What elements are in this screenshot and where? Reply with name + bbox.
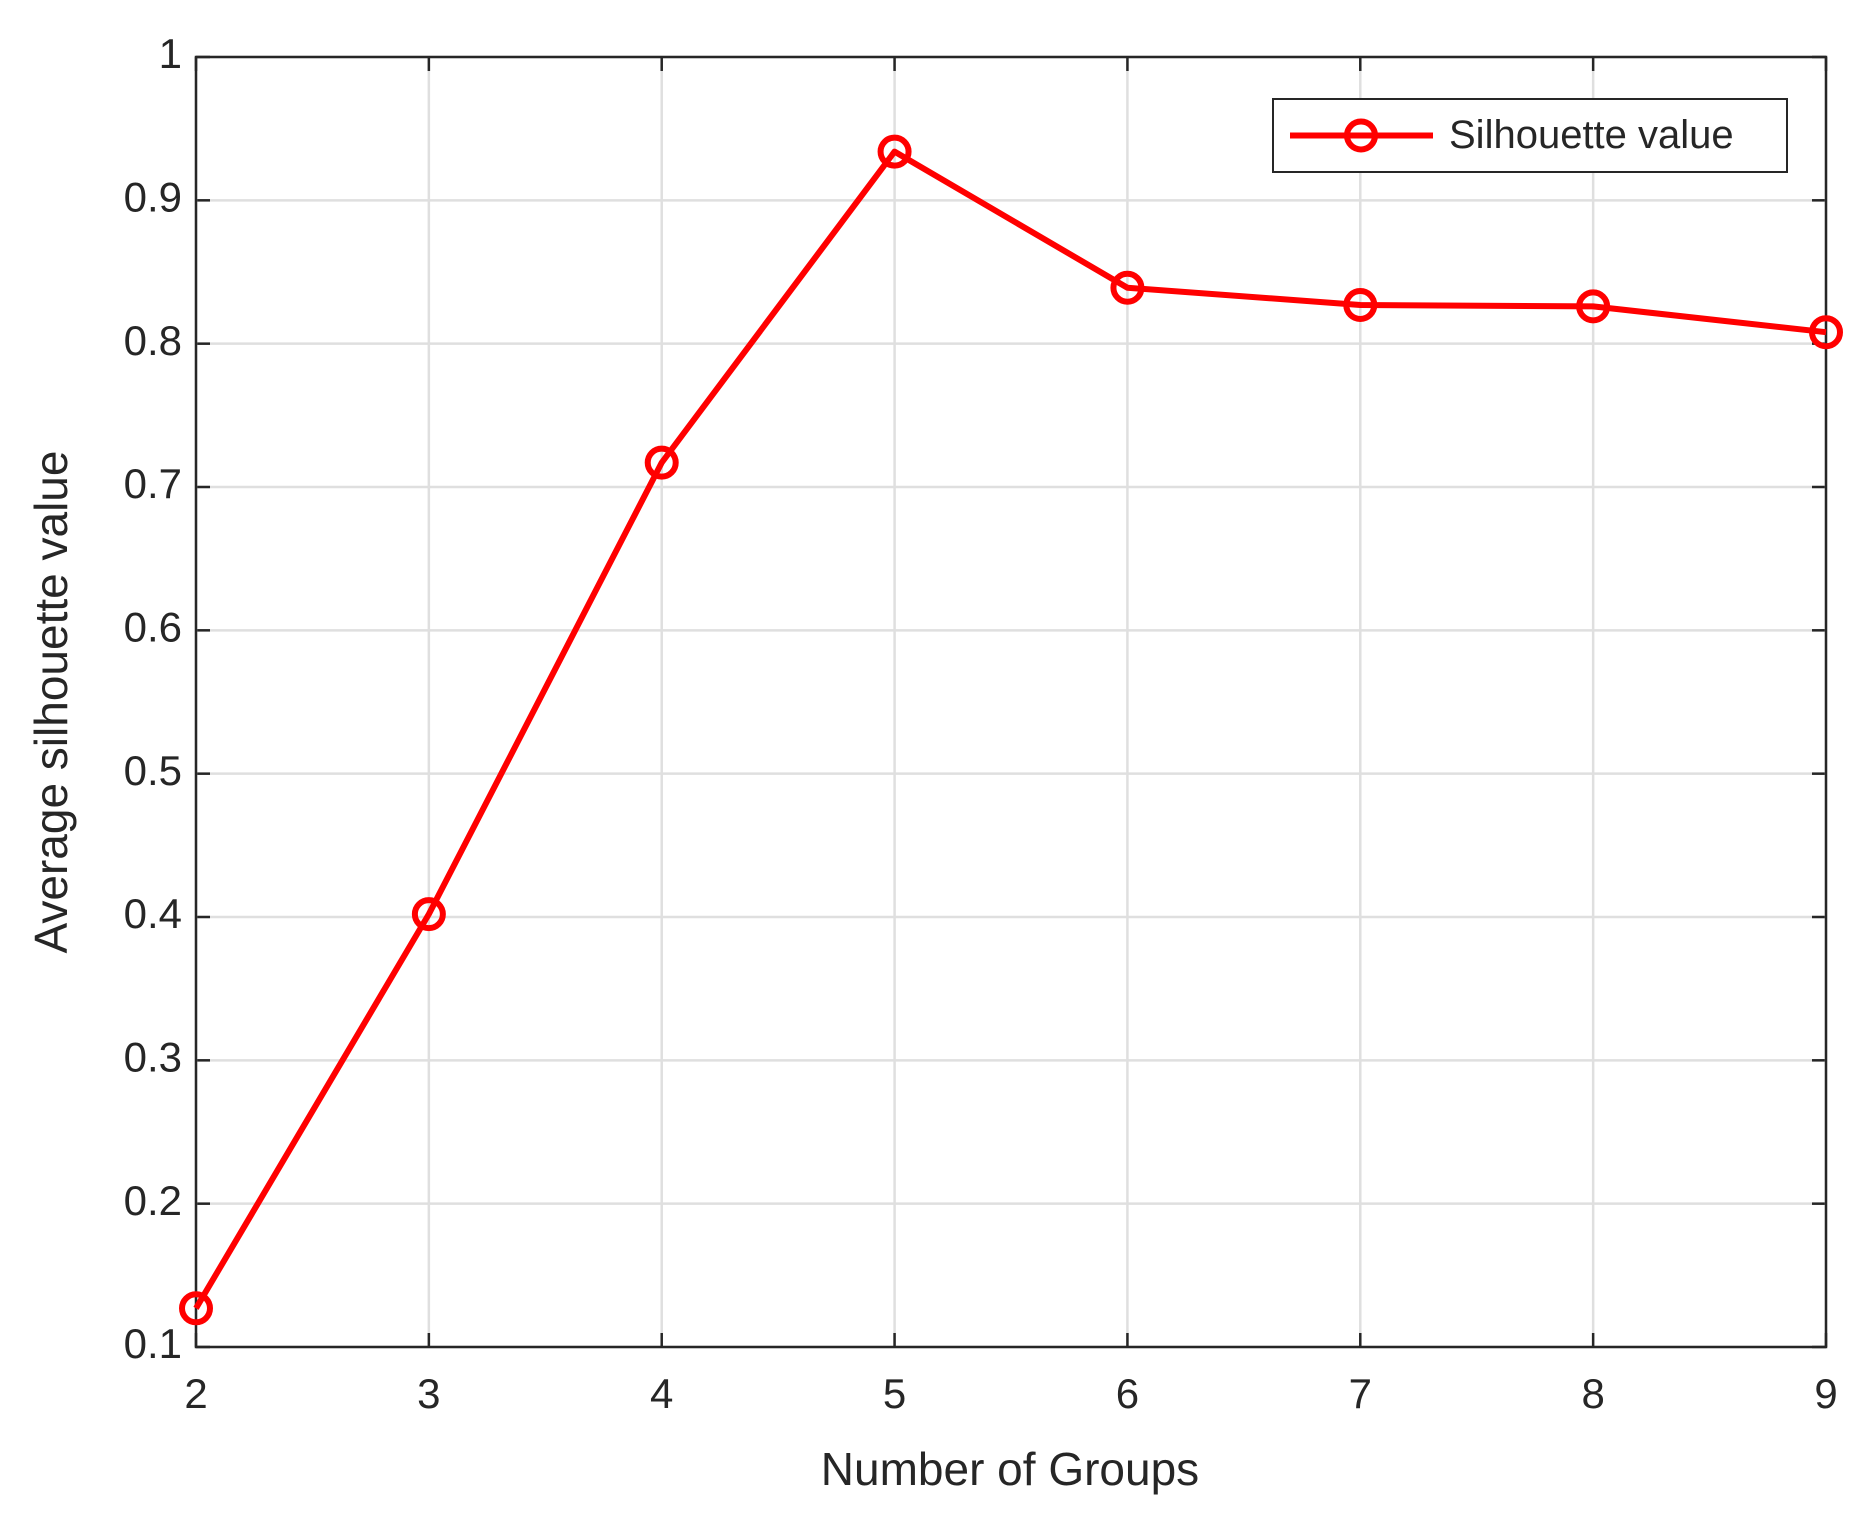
x-tick-label: 7: [1349, 1370, 1372, 1417]
y-tick-label: 0.7: [124, 460, 182, 507]
data-point: [1110, 270, 1145, 305]
x-tick-label: 6: [1116, 1370, 1139, 1417]
plot-area: [196, 57, 1826, 1347]
data-point: [1343, 287, 1378, 322]
y-axis-label: Average silhouette value: [25, 451, 77, 954]
x-tick-label: 2: [184, 1370, 207, 1417]
y-tick-label: 0.4: [124, 890, 182, 937]
y-tick-label: 1: [159, 30, 182, 77]
y-tick-label: 0.3: [124, 1033, 182, 1080]
x-tick-label: 8: [1581, 1370, 1604, 1417]
data-point: [877, 134, 912, 169]
data-point: [1809, 315, 1843, 350]
legend-label: Silhouette value: [1449, 113, 1734, 157]
x-tick-label: 9: [1814, 1370, 1837, 1417]
y-tick-label: 0.1: [124, 1320, 182, 1367]
x-tick-label: 3: [417, 1370, 440, 1417]
x-tick-label: 5: [883, 1370, 906, 1417]
y-tick-label: 0.2: [124, 1177, 182, 1224]
plot-frame: [194, 55, 1828, 1349]
data-point: [1576, 289, 1611, 324]
y-tick-label: 0.8: [124, 317, 182, 364]
legend-box: [1272, 98, 1788, 173]
y-tick-label: 0.9: [124, 173, 182, 220]
legend-marker: [1344, 118, 1378, 153]
x-axis-label: Number of Groups: [821, 1443, 1199, 1495]
data-line: [193, 148, 1827, 1310]
x-tick-label: 4: [650, 1370, 673, 1417]
y-tick-label: 0.5: [124, 747, 182, 794]
data-point: [644, 445, 679, 480]
data-point: [411, 897, 446, 932]
y-tick-label: 0.6: [124, 603, 182, 650]
data-point: [179, 1291, 213, 1326]
